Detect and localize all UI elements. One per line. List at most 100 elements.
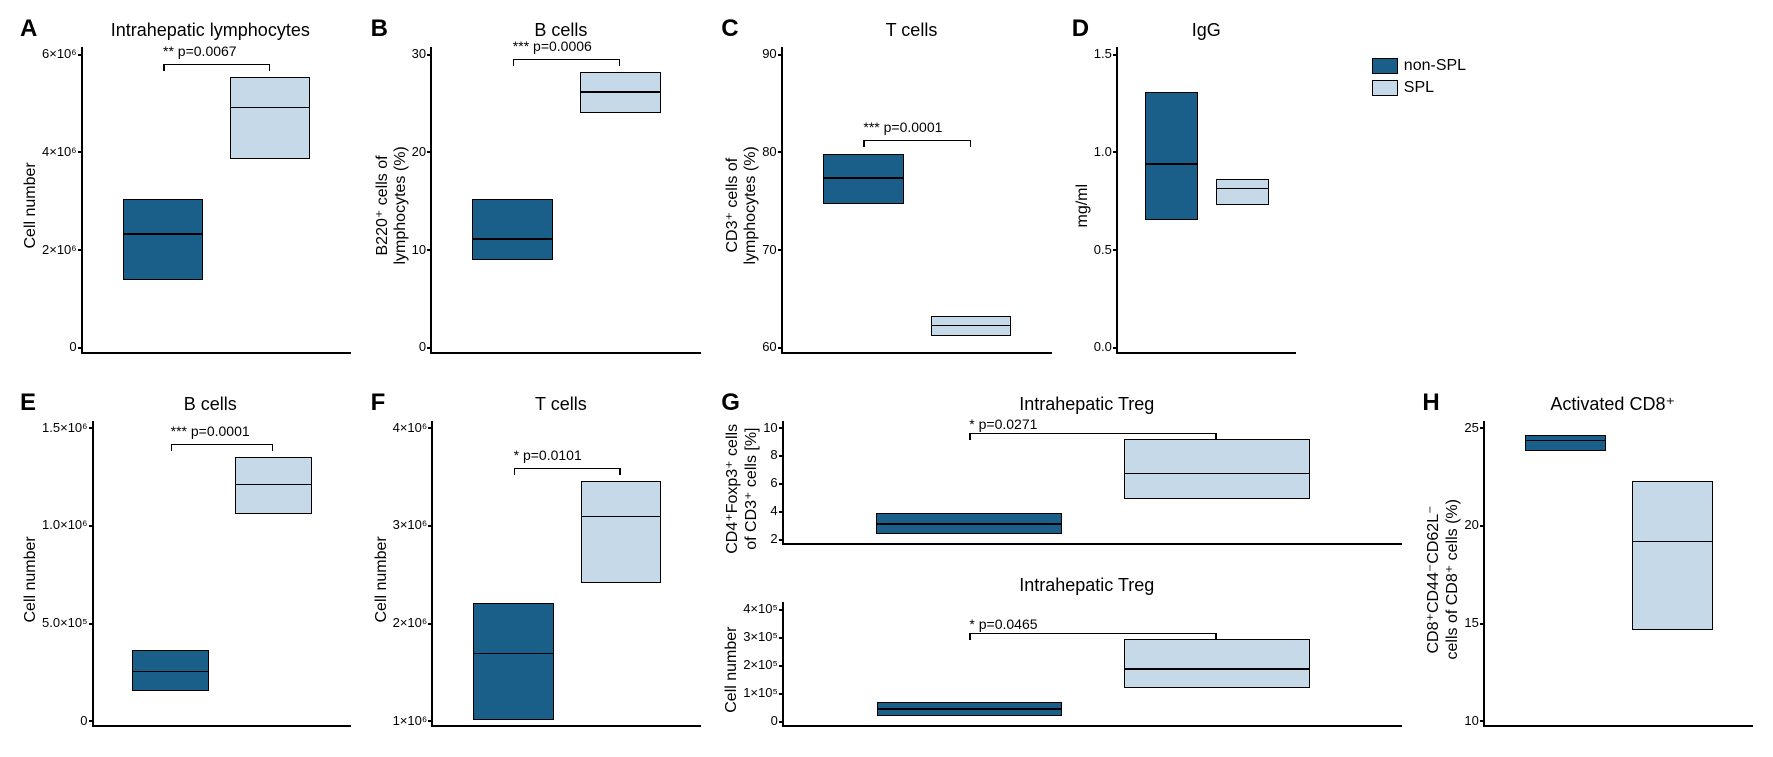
box-non_spl <box>877 702 1063 716</box>
y-tick: 10 <box>412 243 426 256</box>
y-tick: 1.5×10⁶ <box>42 421 87 434</box>
panel-G: G Intrahepatic Treg CD4⁺Foxp3⁺ cells of … <box>721 394 1402 738</box>
box-non_spl <box>1145 92 1198 220</box>
y-tick: 10 <box>1464 714 1478 727</box>
y-ticks: 4×10⁵3×10⁵2×10⁵1×10⁵0 <box>743 602 782 737</box>
legend-row-spl: SPL <box>1372 79 1466 97</box>
legend: non-SPL SPL <box>1372 57 1466 101</box>
y-tick: 2×10⁶ <box>42 243 77 256</box>
y-axis-label: Cell number <box>20 421 42 738</box>
y-tick: 20 <box>1464 518 1478 531</box>
y-ticks: 30 20 10 0 <box>412 47 430 364</box>
y-ticks: 6×10⁶4×10⁶2×10⁶0 <box>42 47 81 364</box>
chart-area: Cell number 4×10⁶3×10⁶2×10⁶1×10⁶ * p=0.0… <box>371 421 702 738</box>
box-spl <box>235 457 312 514</box>
panel-letter: D <box>1072 15 1089 43</box>
y-tick: 20 <box>412 145 426 158</box>
significance-bracket <box>513 59 621 60</box>
box-median <box>581 91 660 93</box>
panel-title: Intrahepatic Treg <box>771 394 1402 415</box>
y-tick: 2×10⁵ <box>743 658 778 671</box>
y-tick: 0 <box>419 340 426 353</box>
legend-swatch-non-spl <box>1372 58 1398 74</box>
significance-bracket <box>514 468 621 469</box>
y-axis-label: mg/ml <box>1072 47 1094 364</box>
panel-title: T cells <box>421 394 702 415</box>
y-tick: 6 <box>770 476 777 489</box>
box-median <box>1633 541 1711 543</box>
box-median <box>473 238 552 240</box>
y-axis-label: CD3⁺ cells of lymphocytes (%) <box>721 47 762 364</box>
chart-area: CD3⁺ cells of lymphocytes (%) 90807060 *… <box>721 47 1052 364</box>
panel-G2: Intrahepatic Treg Cell number 4×10⁵3×10⁵… <box>721 575 1402 737</box>
panel-letter: G <box>721 389 740 417</box>
box-non_spl <box>1525 435 1605 451</box>
significance-text: * p=0.0101 <box>514 447 582 463</box>
panel-C: C T cells CD3⁺ cells of lymphocytes (%) … <box>721 20 1052 364</box>
significance-text: * p=0.0271 <box>969 416 1037 432</box>
plot <box>1483 421 1753 728</box>
legend-label: non-SPL <box>1404 57 1466 75</box>
panel-title: Activated CD8⁺ <box>1472 394 1753 415</box>
plot: * p=0.0101 <box>431 421 701 728</box>
y-ticks: 1.51.00.50.0 <box>1094 47 1116 364</box>
panel-letter: B <box>371 15 388 43</box>
chart-area: Cell number 4×10⁵3×10⁵2×10⁵1×10⁵0 * p=0.… <box>721 602 1402 737</box>
box-spl <box>230 77 310 158</box>
box-median <box>878 708 1062 710</box>
y-tick: 2 <box>770 532 777 545</box>
y-tick: 70 <box>762 243 776 256</box>
panel-title: Intrahepatic Treg <box>771 575 1402 596</box>
box-median <box>474 653 552 655</box>
box-median <box>582 516 660 518</box>
y-ticks: 25201510 <box>1464 421 1482 738</box>
y-axis-label: CD4⁺Foxp3⁺ cells of CD3⁺ cells [%] <box>721 421 763 556</box>
significance-text: *** p=0.0006 <box>513 38 592 54</box>
y-tick: 4×10⁶ <box>393 421 428 434</box>
panel-letter: A <box>20 15 37 43</box>
y-tick: 0.5 <box>1094 243 1112 256</box>
chart-area: CD8⁺CD44⁻CD62L⁻ cells of CD8⁺ cells (%) … <box>1422 421 1753 738</box>
panel-letter: H <box>1422 389 1439 417</box>
y-tick: 30 <box>412 47 426 60</box>
y-tick: 10 <box>763 421 777 434</box>
box-spl <box>1124 439 1310 499</box>
y-ticks: 108642 <box>763 421 781 556</box>
plot: *** p=0.0001 <box>92 421 351 728</box>
plot: * p=0.0271 <box>782 421 1403 546</box>
significance-bracket <box>171 444 274 445</box>
y-tick: 0 <box>771 714 778 727</box>
panel-D: D IgG mg/ml 1.51.00.50.0 non-SPL SPL <box>1072 20 1753 364</box>
y-tick: 25 <box>1464 421 1478 434</box>
panel-title: T cells <box>771 20 1052 41</box>
chart-area: Cell number 1.5×10⁶1.0×10⁶5.0×10⁵0 *** p… <box>20 421 351 738</box>
box-spl <box>1124 639 1310 688</box>
box-non_spl <box>472 199 553 260</box>
box-median <box>231 107 309 109</box>
y-axis-label: Cell number <box>721 602 743 737</box>
y-tick: 60 <box>762 340 776 353</box>
chart-area: CD4⁺Foxp3⁺ cells of CD3⁺ cells [%] 10864… <box>721 421 1402 556</box>
y-tick: 3×10⁵ <box>743 630 778 643</box>
y-tick: 1.0 <box>1094 145 1112 158</box>
panel-title: B cells <box>70 394 351 415</box>
significance-text: *** p=0.0001 <box>171 423 250 439</box>
plot: *** p=0.0006 <box>430 47 701 354</box>
box-spl <box>1216 179 1269 205</box>
plot: ** p=0.0067 <box>81 47 351 354</box>
box-non_spl <box>473 603 553 720</box>
y-tick: 0 <box>80 714 87 727</box>
box-non_spl <box>132 650 209 691</box>
panel-letter: C <box>721 15 738 43</box>
y-tick: 2×10⁶ <box>393 616 428 629</box>
y-axis-label: CD8⁺CD44⁻CD62L⁻ cells of CD8⁺ cells (%) <box>1422 421 1464 738</box>
significance-bracket <box>969 433 1216 434</box>
box-median <box>1217 188 1268 190</box>
box-median <box>932 325 1011 327</box>
box-non_spl <box>123 199 203 280</box>
y-tick: 80 <box>762 145 776 158</box>
plot: *** p=0.0001 <box>781 47 1052 354</box>
box-median <box>133 671 208 673</box>
panel-A: A Intrahepatic lymphocytes Cell number 6… <box>20 20 351 364</box>
y-ticks: 90807060 <box>762 47 780 364</box>
